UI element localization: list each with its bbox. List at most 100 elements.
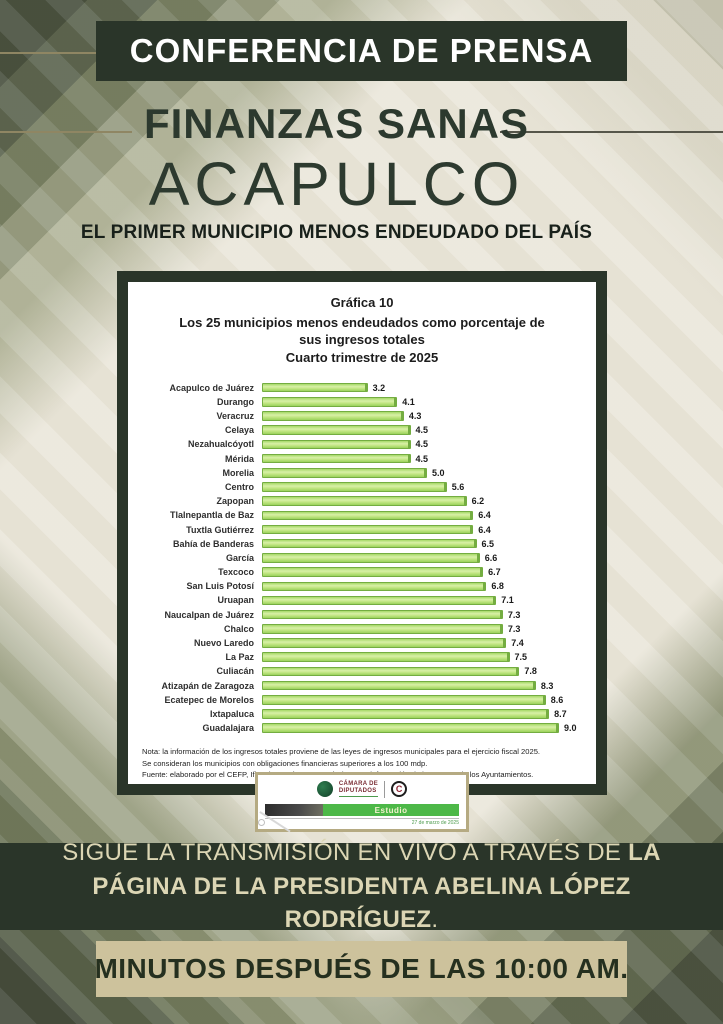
bar-category-label: Tlalnepantla de Baz xyxy=(169,510,254,521)
bar xyxy=(262,468,427,478)
bar-value-label: 4.1 xyxy=(402,396,415,407)
bar-category-label: Acapulco de Juárez xyxy=(169,382,254,393)
bar-category-label: Nuevo Laredo xyxy=(193,638,254,649)
bar-category-label: Ecatepec de Morelos xyxy=(164,694,254,705)
bar xyxy=(262,695,546,705)
bar-track: 9.0 xyxy=(262,721,596,735)
bar-value-label: 6.4 xyxy=(478,524,491,535)
bar-row: García 6.6 xyxy=(136,551,596,565)
bar xyxy=(262,439,411,450)
transmission-prefix: SIGUE LA TRANSMISIÓN EN VIVO A TRAVÉS DE xyxy=(62,839,629,867)
estudio-label: Estudio xyxy=(323,804,459,816)
bar xyxy=(262,709,550,719)
top-banner-label: CONFERENCIA DE PRENSA xyxy=(129,32,594,69)
bar-track: 8.3 xyxy=(262,679,596,693)
city-title: ACAPULCO xyxy=(148,150,525,219)
bar-value-label: 6.5 xyxy=(481,538,495,549)
bar xyxy=(262,453,411,464)
bar-category-label: Uruapan xyxy=(217,595,254,606)
bar-track: 7.4 xyxy=(262,636,596,650)
bar-track: 7.3 xyxy=(262,608,596,622)
bar-category-label: Durango xyxy=(217,396,254,407)
bar xyxy=(262,609,503,620)
bar xyxy=(262,425,411,435)
bar xyxy=(262,680,536,691)
bar-row: Ixtapaluca 8.7 xyxy=(136,707,596,721)
bar-track: 6.4 xyxy=(262,508,596,522)
bar-track: 4.1 xyxy=(262,395,596,409)
publication-date: 27 de marzo de 2025 xyxy=(265,818,459,826)
transmission-suffix: . xyxy=(431,906,439,934)
bar-value-label: 9.0 xyxy=(564,723,577,734)
bar-category-label: Texcoco xyxy=(218,567,254,578)
bar-row: Mérida 4.5 xyxy=(136,452,596,466)
bar-value-label: 4.5 xyxy=(415,425,429,436)
bar-category-label: Zapopan xyxy=(216,496,255,507)
bar xyxy=(262,553,480,563)
bar-track: 7.3 xyxy=(262,622,596,636)
bar xyxy=(262,411,404,421)
bar-track: 4.5 xyxy=(262,452,596,466)
bar-row: Ecatepec de Morelos 8.6 xyxy=(136,693,596,707)
headline-title: FINANZAS SANAS xyxy=(143,100,529,147)
bar-row: Celaya 4.5 xyxy=(136,423,596,437)
camara-diputados-wordmark: CÁMARA DE DIPUTADOS xyxy=(338,781,379,797)
bar-row: Guadalajara 9.0 xyxy=(136,721,596,735)
bar-category-label: Veracruz xyxy=(216,411,254,422)
bar-value-label: 6.8 xyxy=(491,581,504,592)
bar-category-label: Chalco xyxy=(223,623,254,634)
bar-row: Culiacán 7.8 xyxy=(136,664,596,678)
chart-period: Cuarto trimestre de 2025 xyxy=(285,349,439,365)
bar-value-label: 7.4 xyxy=(511,638,524,649)
bar-row: Naucalpan de Juárez 7.3 xyxy=(136,608,596,622)
decorative-line xyxy=(500,131,723,133)
bar-category-label: Mérida xyxy=(224,453,254,464)
logo-row: CÁMARA DE DIPUTADOS C xyxy=(258,776,466,802)
bar-track: 6.6 xyxy=(262,551,596,565)
bar-row: Uruapan 7.1 xyxy=(136,593,596,607)
bar-row: Chalco 7.3 xyxy=(136,622,596,636)
bar-category-label: Nezahualcóyotl xyxy=(187,439,254,450)
bar-value-label: 4.3 xyxy=(408,411,422,422)
bar-row: La Paz 7.5 xyxy=(136,650,596,664)
bar-category-label: San Luis Potosí xyxy=(186,581,254,592)
camara-line1: CÁMARA DE xyxy=(338,781,379,788)
bar-track: 4.3 xyxy=(262,409,596,423)
bar-value-label: 8.6 xyxy=(550,694,564,705)
bar-track: 7.5 xyxy=(262,650,596,664)
transmission-bold: LA PÁGINA DE LA PRESIDENTA ABELINA LÓPEZ… xyxy=(92,839,661,934)
bar xyxy=(262,538,477,549)
bar-row: Zapopan 6.2 xyxy=(136,494,596,508)
bar-value-label: 6.4 xyxy=(478,510,491,521)
bar-value-label: 7.3 xyxy=(507,609,521,620)
bar-track: 8.6 xyxy=(262,693,596,707)
bar-category-label: Culiacán xyxy=(216,666,254,677)
bar-value-label: 4.5 xyxy=(415,453,429,464)
bar-track: 6.2 xyxy=(262,494,596,508)
chart-subtitle: Los 25 municipios menos endeudados como … xyxy=(179,314,545,347)
bar-value-label: 4.5 xyxy=(415,439,429,450)
bar xyxy=(262,624,503,634)
decorative-line xyxy=(0,52,96,54)
bar xyxy=(262,666,520,677)
bar-value-label: 7.8 xyxy=(524,666,537,677)
bar-row: Atizapán de Zaragoza 8.3 xyxy=(136,679,596,693)
time-banner: MINUTOS DESPUÉS DE LAS 10:00 AM. xyxy=(94,941,628,997)
bar xyxy=(262,567,484,577)
bar xyxy=(262,397,398,407)
bar-category-label: Centro xyxy=(225,481,254,492)
bar xyxy=(262,524,474,535)
bar-value-label: 7.3 xyxy=(507,623,521,634)
estudio-ribbon-dark-segment xyxy=(265,804,324,816)
bar xyxy=(262,638,507,648)
bar-track: 4.5 xyxy=(262,437,596,451)
bar-category-label: Bahía de Banderas xyxy=(172,538,254,549)
bar-category-label: Guadalajara xyxy=(202,723,254,734)
bar xyxy=(262,595,497,606)
bar-track: 6.7 xyxy=(262,565,596,579)
bar-category-label: García xyxy=(225,552,254,563)
bar-track: 6.8 xyxy=(262,579,596,593)
bar-category-label: Ixtapaluca xyxy=(209,708,254,719)
bar-row: Veracruz 4.3 xyxy=(136,409,596,423)
